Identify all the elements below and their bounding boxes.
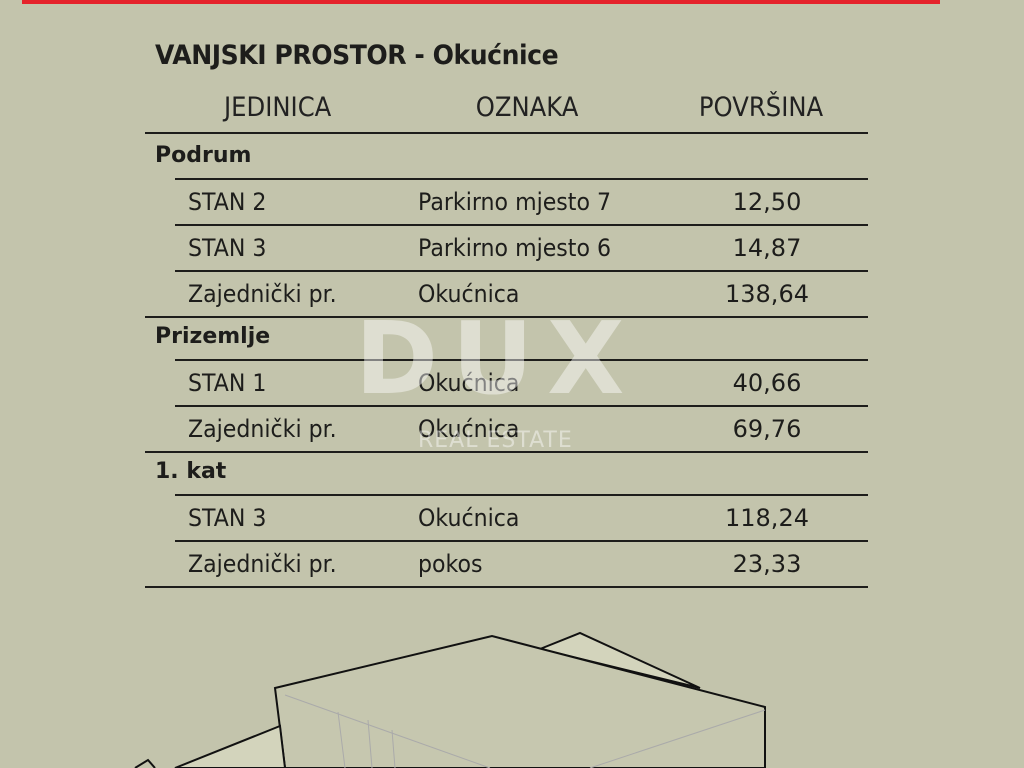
- section-heading: 1. kat: [155, 459, 227, 484]
- cell-unit: Zajednički pr.: [188, 550, 337, 578]
- section-heading: Podrum: [155, 143, 252, 168]
- cell-label: pokos: [418, 550, 483, 578]
- row-divider: [145, 316, 868, 318]
- cell-unit: STAN 1: [188, 369, 267, 397]
- building-edge: [391, 729, 396, 768]
- watermark-logo: DUX: [355, 300, 639, 417]
- row-divider: [175, 405, 868, 407]
- building-sketch: [134, 631, 766, 768]
- row-divider: [145, 586, 868, 588]
- building-block: [273, 634, 766, 768]
- cell-area: 12,50: [732, 188, 802, 216]
- row-divider: [175, 224, 868, 226]
- cell-unit: STAN 3: [188, 234, 267, 262]
- row-divider: [175, 494, 868, 496]
- building-edge: [337, 711, 346, 768]
- cell-label: Okućnica: [418, 504, 520, 532]
- row-divider: [175, 178, 868, 180]
- row-divider: [175, 540, 868, 542]
- cell-area: 23,33: [732, 550, 802, 578]
- column-header-unit: JEDINICA: [223, 92, 332, 123]
- building-edge: [367, 719, 373, 768]
- row-divider: [145, 451, 868, 453]
- cell-unit: STAN 3: [188, 504, 267, 532]
- cell-unit: STAN 2: [188, 188, 267, 216]
- building-edge: [284, 694, 491, 768]
- column-header-label: OZNAKA: [475, 92, 579, 123]
- cell-area: 14,87: [732, 234, 802, 262]
- cell-label: Parkirno mjesto 6: [418, 234, 612, 262]
- watermark-tagline: REAL ESTATE: [418, 428, 573, 453]
- cell-area: 69,76: [732, 415, 802, 443]
- cell-label: Parkirno mjesto 7: [418, 188, 612, 216]
- page-title: VANJSKI PROSTOR - Okućnice: [155, 40, 559, 71]
- building-edge: [589, 709, 766, 768]
- row-divider: [175, 270, 868, 272]
- red-header-bar: [22, 0, 940, 4]
- column-header-area: POVRŠINA: [698, 92, 824, 123]
- cell-label: Okućnica: [418, 415, 520, 443]
- cell-unit: Zajednički pr.: [188, 415, 337, 443]
- lower-wing: [174, 724, 287, 768]
- building-edge: [134, 758, 156, 768]
- cell-label: Okućnica: [418, 280, 520, 308]
- cell-area: 118,24: [725, 504, 809, 532]
- row-divider: [175, 359, 868, 361]
- cell-unit: Zajednički pr.: [188, 280, 337, 308]
- cell-area: 40,66: [732, 369, 802, 397]
- cell-area: 138,64: [725, 280, 809, 308]
- header-divider: [145, 132, 868, 134]
- cell-label: Okućnica: [418, 369, 520, 397]
- section-heading: Prizemlje: [155, 324, 271, 349]
